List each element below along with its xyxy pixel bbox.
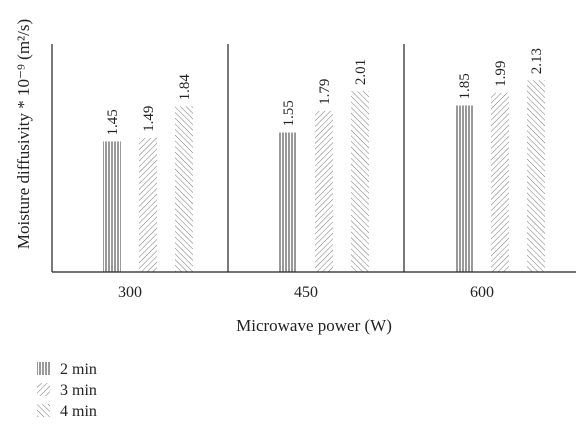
legend-swatch — [37, 404, 50, 417]
x-tick-label: 600 — [470, 284, 494, 301]
legend-label: 3 min — [60, 382, 97, 399]
bar — [351, 91, 369, 272]
x-axis-title: Microwave power (W) — [236, 316, 392, 335]
legend-swatch — [37, 362, 50, 375]
legend-label: 2 min — [60, 361, 97, 378]
data-label: 1.55 — [281, 100, 297, 126]
bar — [103, 141, 121, 272]
x-tick-label: 300 — [118, 284, 142, 301]
bar — [455, 105, 473, 272]
x-tick-label: 450 — [294, 284, 318, 301]
bar — [527, 80, 545, 272]
y-axis-title: Moisture diffusivity * 10⁻⁹ (m²/s) — [14, 19, 33, 249]
data-label: 2.01 — [353, 59, 369, 85]
legend: 2 min 3 min 4 min — [37, 361, 97, 420]
data-label: 1.85 — [457, 73, 473, 99]
group-dividers — [51, 44, 405, 272]
bar — [491, 92, 509, 273]
data-label: 2.13 — [529, 48, 545, 74]
data-label: 1.49 — [141, 106, 157, 132]
data-label: 1.84 — [177, 74, 193, 101]
legend-label: 4 min — [60, 403, 97, 420]
bars — [103, 80, 545, 273]
data-label: 1.99 — [493, 61, 509, 87]
legend-swatch — [37, 383, 50, 396]
bar — [279, 132, 297, 272]
value-labels: 1.45 1.49 1.84 1.55 1.79 2.01 1.85 1.99 2.13 — [105, 48, 545, 135]
bar — [139, 137, 157, 272]
bar — [175, 106, 193, 273]
data-label: 1.79 — [317, 79, 333, 105]
data-label: 1.45 — [105, 109, 121, 135]
bar — [315, 110, 333, 273]
x-tick-labels: 300 450 600 — [118, 284, 494, 301]
